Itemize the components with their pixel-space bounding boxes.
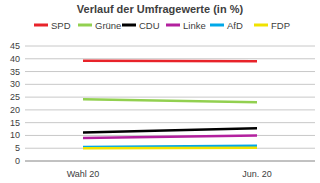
x-tick-label: Wahl 20: [67, 169, 100, 179]
legend-swatch: [166, 24, 180, 27]
legend: SPD Grüne CDU Linke AfD FDP: [34, 20, 290, 31]
legend-label: Linke: [183, 20, 206, 31]
legend-swatch: [34, 24, 48, 27]
grid-line: [25, 97, 315, 98]
legend-swatch: [210, 24, 224, 27]
grid-line: [25, 109, 315, 110]
legend-swatch: [78, 24, 92, 27]
y-tick-label: 25: [10, 92, 20, 102]
legend-label: FDP: [271, 20, 290, 31]
y-tick-label: 35: [10, 67, 20, 77]
y-tick-label: 30: [10, 79, 20, 89]
y-tick-label: 20: [10, 105, 20, 115]
y-tick-label: 5: [15, 143, 20, 153]
legend-swatch: [122, 24, 136, 27]
title: Verlauf der Umfragewerte (in %): [77, 3, 244, 15]
legend-label: AfD: [227, 20, 243, 31]
legend-label: SPD: [51, 20, 71, 31]
x-tick-label: Jun. 20: [242, 169, 272, 179]
chart-container: Verlauf der Umfragewerte (in %) SPD Grüne C…: [0, 0, 320, 183]
x-axis: [25, 161, 315, 162]
series-line: [83, 60, 257, 63]
grid-line: [25, 71, 315, 72]
series-line: [83, 146, 257, 149]
y-tick-label: 40: [10, 54, 20, 64]
grid-line: [25, 58, 315, 59]
grid-line: [25, 84, 315, 85]
y-tick-label: 45: [10, 41, 20, 51]
legend-label: Grüne: [95, 20, 121, 31]
series-line: [83, 135, 257, 138]
series-line: [83, 99, 257, 102]
plot-area: [83, 61, 257, 148]
grid-line: [25, 148, 315, 149]
grid-line: [25, 161, 315, 162]
y-tick-label: 0: [15, 156, 20, 166]
legend-label: CDU: [139, 20, 160, 31]
grid-line: [25, 46, 315, 47]
series-line: [83, 128, 257, 132]
y-tick-label: 10: [10, 130, 20, 140]
y-tick-label: 15: [10, 118, 20, 128]
grid-line: [25, 122, 315, 123]
legend-swatch: [254, 24, 268, 27]
chart-svg: Verlauf der Umfragewerte (in %) SPD Grüne C…: [0, 0, 320, 183]
